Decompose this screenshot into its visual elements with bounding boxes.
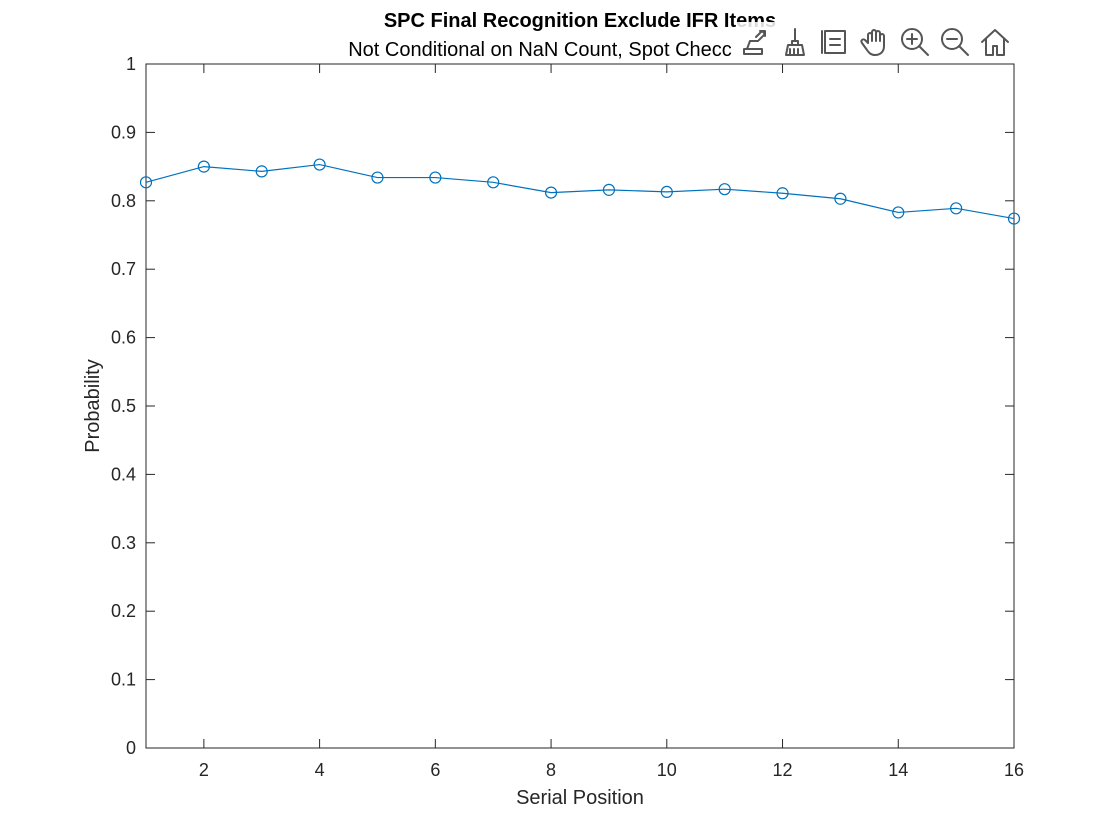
data-point [892,206,905,219]
data-point [544,186,558,199]
pan-icon[interactable] [856,23,894,61]
y-tick-label: 0.8 [111,191,136,211]
brush-icon[interactable] [776,23,814,61]
data-point [197,160,210,173]
x-tick-label: 14 [888,760,908,780]
data-point [429,171,442,184]
y-tick-label: 0.6 [111,328,136,348]
y-tick-label: 0.4 [111,464,136,484]
data-point [776,187,789,200]
axis-ticks [146,63,1015,749]
datatip-icon[interactable] [816,23,854,61]
y-tick-label: 0.2 [111,601,136,621]
x-tick-label: 2 [199,760,209,780]
y-tick-label: 0.3 [111,533,136,553]
data-point [834,192,847,205]
x-tick-label: 10 [657,760,677,780]
chart-subtitle: Not Conditional on NaN Count, Spot Checc [348,39,732,61]
data-point [139,176,153,189]
zoom-in-icon[interactable] [896,23,934,61]
series-markers [139,158,1021,225]
data-point [950,202,963,215]
data-point [1007,212,1021,225]
x-tick-label: 8 [546,760,556,780]
data-point [255,165,268,178]
y-tick-label: 0.9 [111,122,136,142]
y-tick-label: 0.5 [111,396,136,416]
x-tick-label: 4 [315,760,325,780]
data-point [718,183,731,196]
plot-area [145,63,1015,749]
data-point [371,171,384,184]
data-point [487,176,500,189]
export-icon[interactable] [736,23,774,61]
y-tick-label: 0.1 [111,670,136,690]
y-tick-label: 1 [126,54,136,74]
data-point [660,185,673,199]
data-point [602,183,616,196]
y-axis-label: Probability [82,359,104,452]
y-tick-label: 0 [126,738,136,758]
axes-toolbar [736,22,1014,62]
x-tick-label: 16 [1004,760,1024,780]
axis-tick-labels: 2 4 6 8 10 12 14 16 0 0.1 0.2 0.3 0.4 0.5 0.6 0.7 0.8 0.9… [111,54,1024,780]
y-tick-label: 0.7 [111,259,136,279]
x-tick-label: 6 [430,760,440,780]
home-icon[interactable] [976,23,1014,61]
x-tick-label: 12 [773,760,793,780]
data-point [313,158,326,171]
x-axis-label: Serial Position [516,787,644,809]
chart-title: SPC Final Recognition Exclude IFR Items [384,10,776,32]
zoom-out-icon[interactable] [936,23,974,61]
series-line [145,163,1015,220]
